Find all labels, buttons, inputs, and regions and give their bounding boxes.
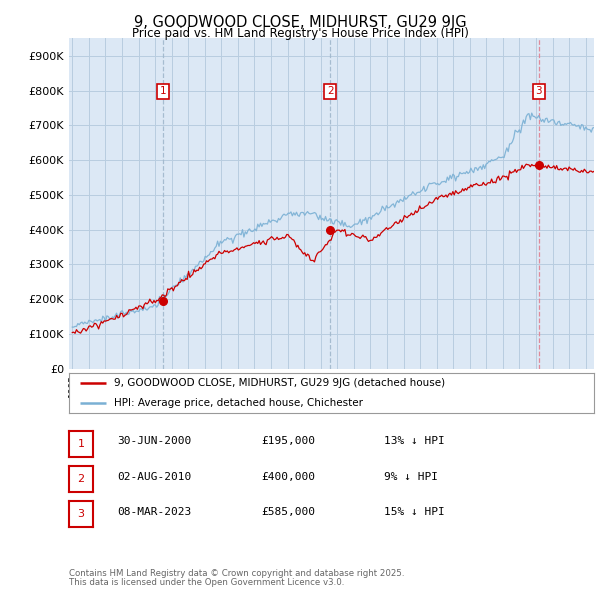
Text: 2: 2 — [77, 474, 85, 484]
Text: Contains HM Land Registry data © Crown copyright and database right 2025.: Contains HM Land Registry data © Crown c… — [69, 569, 404, 578]
Text: £585,000: £585,000 — [261, 507, 315, 517]
Text: 08-MAR-2023: 08-MAR-2023 — [117, 507, 191, 517]
Text: £400,000: £400,000 — [261, 472, 315, 481]
Text: 15% ↓ HPI: 15% ↓ HPI — [384, 507, 445, 517]
Text: £195,000: £195,000 — [261, 437, 315, 446]
Text: 30-JUN-2000: 30-JUN-2000 — [117, 437, 191, 446]
Text: 13% ↓ HPI: 13% ↓ HPI — [384, 437, 445, 446]
Text: 3: 3 — [536, 86, 542, 96]
Text: 2: 2 — [327, 86, 334, 96]
Text: Price paid vs. HM Land Registry's House Price Index (HPI): Price paid vs. HM Land Registry's House … — [131, 27, 469, 40]
Text: 02-AUG-2010: 02-AUG-2010 — [117, 472, 191, 481]
Text: 9% ↓ HPI: 9% ↓ HPI — [384, 472, 438, 481]
Text: 1: 1 — [77, 438, 85, 448]
Text: HPI: Average price, detached house, Chichester: HPI: Average price, detached house, Chic… — [113, 398, 362, 408]
Text: 9, GOODWOOD CLOSE, MIDHURST, GU29 9JG: 9, GOODWOOD CLOSE, MIDHURST, GU29 9JG — [134, 15, 466, 30]
Text: This data is licensed under the Open Government Licence v3.0.: This data is licensed under the Open Gov… — [69, 578, 344, 588]
Text: 3: 3 — [77, 509, 85, 519]
Text: 1: 1 — [160, 86, 167, 96]
Text: 9, GOODWOOD CLOSE, MIDHURST, GU29 9JG (detached house): 9, GOODWOOD CLOSE, MIDHURST, GU29 9JG (d… — [113, 378, 445, 388]
